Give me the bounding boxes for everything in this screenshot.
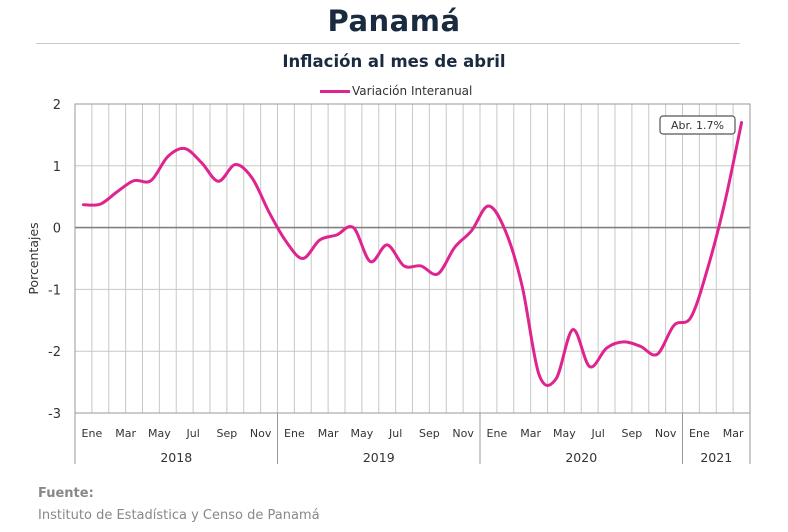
legend: Variación Interanual xyxy=(320,83,472,99)
chart-title: Inflación al mes de abril xyxy=(282,52,506,71)
y-tick-label: 2 xyxy=(53,98,61,113)
x-tick-label: Sep xyxy=(217,427,238,440)
x-tick-label: Ene xyxy=(284,427,305,440)
x-tick-label: May xyxy=(553,427,576,440)
y-axis-label: Porcentajes xyxy=(26,222,41,294)
year-label: 2020 xyxy=(565,450,597,465)
x-tick-label: Mar xyxy=(723,427,744,440)
y-tick-label: 1 xyxy=(53,160,61,175)
annotation-callout: Abr. 1.7% xyxy=(659,115,736,135)
x-tick-label: Nov xyxy=(655,427,677,440)
year-label: 2021 xyxy=(700,450,732,465)
x-tick-label: Ene xyxy=(689,427,710,440)
x-tick-label: May xyxy=(148,427,171,440)
year-label: 2018 xyxy=(160,450,192,465)
x-tick-label: Mar xyxy=(318,427,339,440)
x-tick-label: Nov xyxy=(250,427,272,440)
x-tick-label: Nov xyxy=(452,427,474,440)
x-tick-label: Ene xyxy=(487,427,508,440)
x-tick-label: Mar xyxy=(115,427,136,440)
x-tick-label: Sep xyxy=(419,427,440,440)
y-tick-label: -3 xyxy=(48,407,61,422)
annotation-text: Abr. 1.7% xyxy=(671,119,724,132)
annotation-box xyxy=(659,115,736,135)
year-label: 2019 xyxy=(363,450,395,465)
x-tick-label: Ene xyxy=(82,427,103,440)
series-line-variacion-interanual xyxy=(81,121,744,387)
x-tick-label: Sep xyxy=(622,427,643,440)
source-text: Instituto de Estadística y Censo de Pana… xyxy=(38,508,320,523)
plot-frame xyxy=(74,103,751,414)
x-tick-label: Jul xyxy=(185,427,199,440)
x-tick-label: Jul xyxy=(590,427,604,440)
legend-swatch xyxy=(320,89,350,93)
x-tick-label: Jul xyxy=(388,427,402,440)
y-tick-label: 0 xyxy=(53,222,61,237)
line-chart: 2 1 0 -1 -2 -3 Porcentajes Ene Mar May Jul Sep Nov En… xyxy=(26,98,751,465)
page-title: Panamá xyxy=(327,4,461,38)
y-tick-label: -1 xyxy=(48,283,61,298)
source-label: Fuente: xyxy=(38,486,94,501)
title-divider xyxy=(36,43,740,44)
x-tick-label: May xyxy=(351,427,374,440)
y-tick-label: -2 xyxy=(48,345,61,360)
x-tick-label: Mar xyxy=(520,427,541,440)
legend-label: Variación Interanual xyxy=(352,84,473,98)
